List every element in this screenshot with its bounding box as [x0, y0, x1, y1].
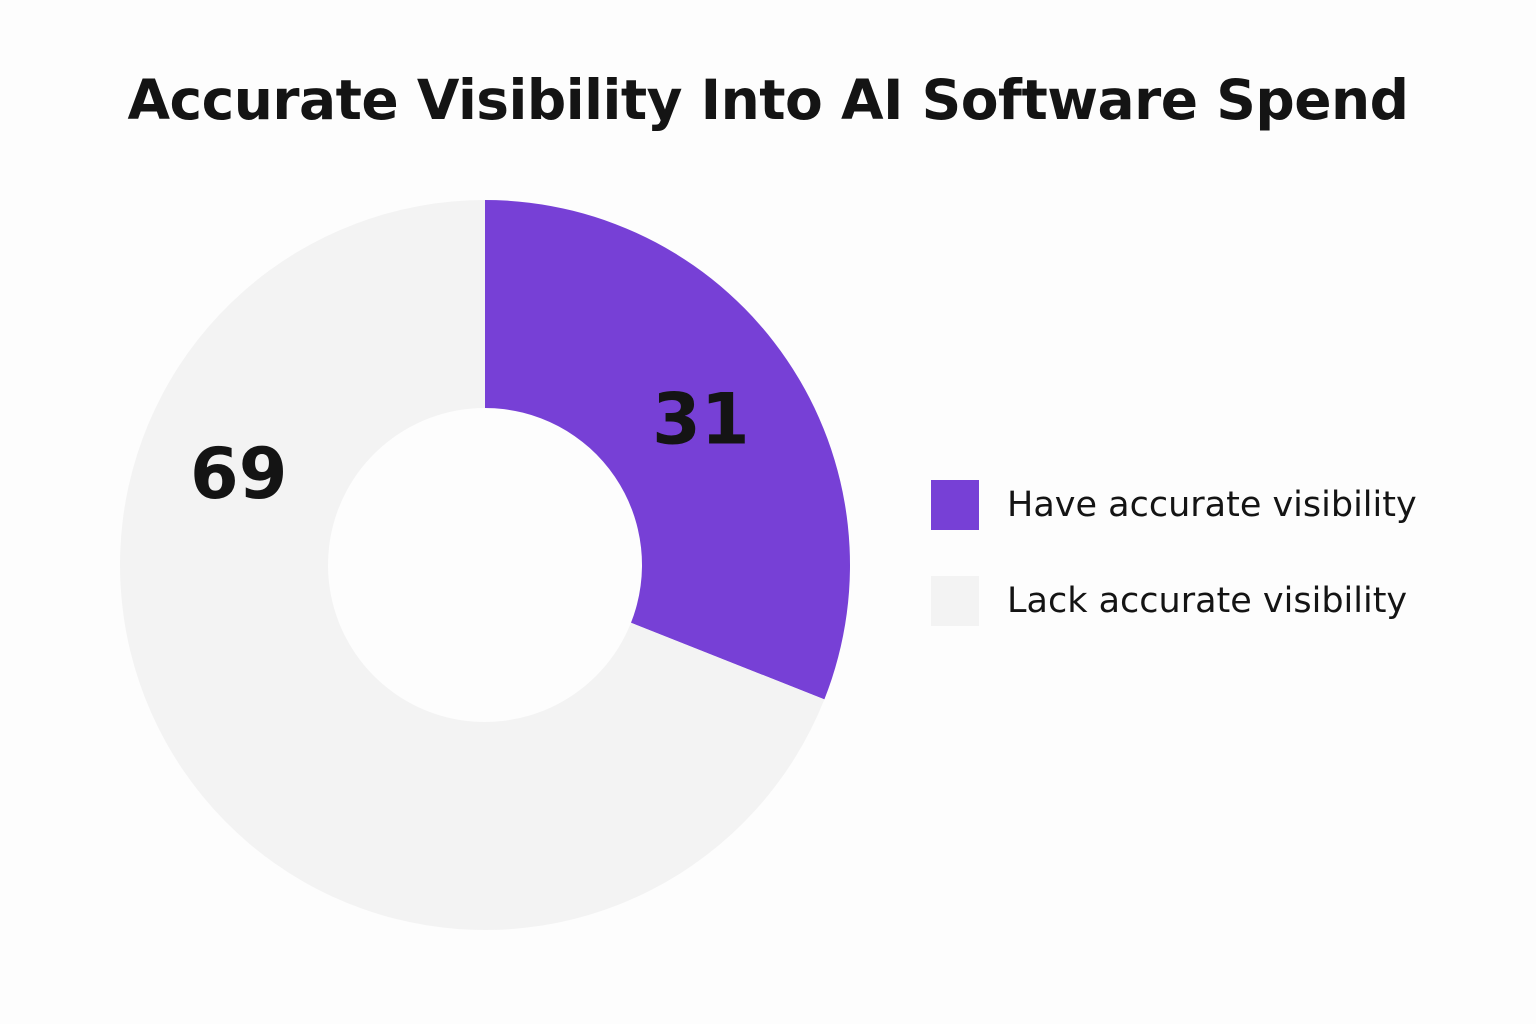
chart-legend: Have accurate visibility Lack accurate v… [931, 480, 1417, 672]
legend-item-have: Have accurate visibility [931, 480, 1417, 530]
legend-label-have: Have accurate visibility [1007, 485, 1417, 525]
slice-label-have: 31 [652, 378, 749, 460]
pie-slice-lack [120, 199, 825, 930]
legend-item-lack: Lack accurate visibility [931, 576, 1417, 626]
pie-slice-have [485, 200, 851, 700]
legend-swatch-have [931, 480, 979, 530]
slice-label-lack: 69 [190, 433, 287, 515]
legend-label-lack: Lack accurate visibility [1007, 581, 1408, 621]
legend-swatch-lack [931, 576, 979, 626]
chart-title: Accurate Visibility Into AI Software Spe… [127, 68, 1409, 132]
